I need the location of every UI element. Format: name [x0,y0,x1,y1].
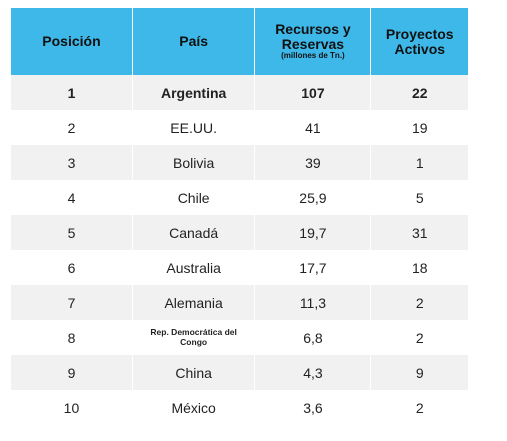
cell-recursos: 25,9 [255,180,372,215]
header-recursos: Recursos y Reservas (millones de Tn.) [255,8,372,75]
cell-pais-text: Rep. Democrática del Congo [150,327,237,347]
cell-recursos: 19,7 [255,215,372,250]
cell-posicion: 1 [11,75,133,110]
cell-pais: Canadá [132,215,256,250]
header-pais: País [132,8,256,75]
cell-pais: Chile [132,180,256,215]
cell-posicion: 8 [11,320,133,355]
table-row: 5 Canadá 19,7 31 [11,215,468,250]
ranking-table: Posición País Recursos y Reservas (millo… [11,8,468,425]
table-row: 10 México 3,6 2 [11,390,468,425]
table-row: 7 Alemania 11,3 2 [11,285,468,320]
cell-proyectos: 5 [371,180,468,215]
cell-recursos: 6,8 [255,320,372,355]
cell-posicion: 4 [11,180,133,215]
table-row: 4 Chile 25,9 5 [11,180,468,215]
header-posicion: Posición [11,8,133,75]
cell-pais: EE.UU. [132,110,256,145]
cell-proyectos: 19 [371,110,468,145]
cell-pais: Rep. Democrática del Congo [132,320,256,355]
header-posicion-label: Posición [42,33,101,50]
cell-recursos: 107 [255,75,372,110]
cell-pais: Alemania [132,285,256,320]
cell-recursos: 17,7 [255,250,372,285]
table-row: 2 EE.UU. 41 19 [11,110,468,145]
header-pais-label: País [179,33,209,50]
cell-posicion: 6 [11,250,133,285]
header-proyectos: Proyectos Activos [371,8,468,75]
cell-recursos: 39 [255,145,372,180]
cell-recursos: 3,6 [255,390,372,425]
cell-pais: México [132,390,256,425]
cell-pais: Australia [132,250,256,285]
cell-proyectos: 18 [371,250,468,285]
header-proyectos-label: Proyectos Activos [385,25,454,57]
cell-pais: Bolivia [132,145,256,180]
cell-proyectos: 2 [371,390,468,425]
cell-proyectos: 2 [371,320,468,355]
table-row: 6 Australia 17,7 18 [11,250,468,285]
header-recursos-unit: (millones de Tn.) [281,51,345,61]
table-row: 1 Argentina 107 22 [11,75,468,110]
cell-proyectos: 2 [371,285,468,320]
table-row: 3 Bolivia 39 1 [11,145,468,180]
cell-posicion: 5 [11,215,133,250]
cell-posicion: 2 [11,110,133,145]
table-row: 8 Rep. Democrática del Congo 6,8 2 [11,320,468,355]
cell-proyectos: 31 [371,215,468,250]
cell-proyectos: 9 [371,355,468,390]
table-row: 9 China 4,3 9 [11,355,468,390]
cell-posicion: 3 [11,145,133,180]
cell-recursos: 4,3 [255,355,372,390]
header-recursos-label: Recursos y Reservas [275,21,351,52]
cell-pais: China [132,355,256,390]
cell-recursos: 41 [255,110,372,145]
cell-posicion: 10 [11,390,133,425]
table-header-row: Posición País Recursos y Reservas (millo… [11,8,468,75]
cell-proyectos: 22 [371,75,468,110]
cell-posicion: 7 [11,285,133,320]
cell-proyectos: 1 [371,145,468,180]
cell-recursos: 11,3 [255,285,372,320]
cell-posicion: 9 [11,355,133,390]
cell-pais: Argentina [132,75,256,110]
